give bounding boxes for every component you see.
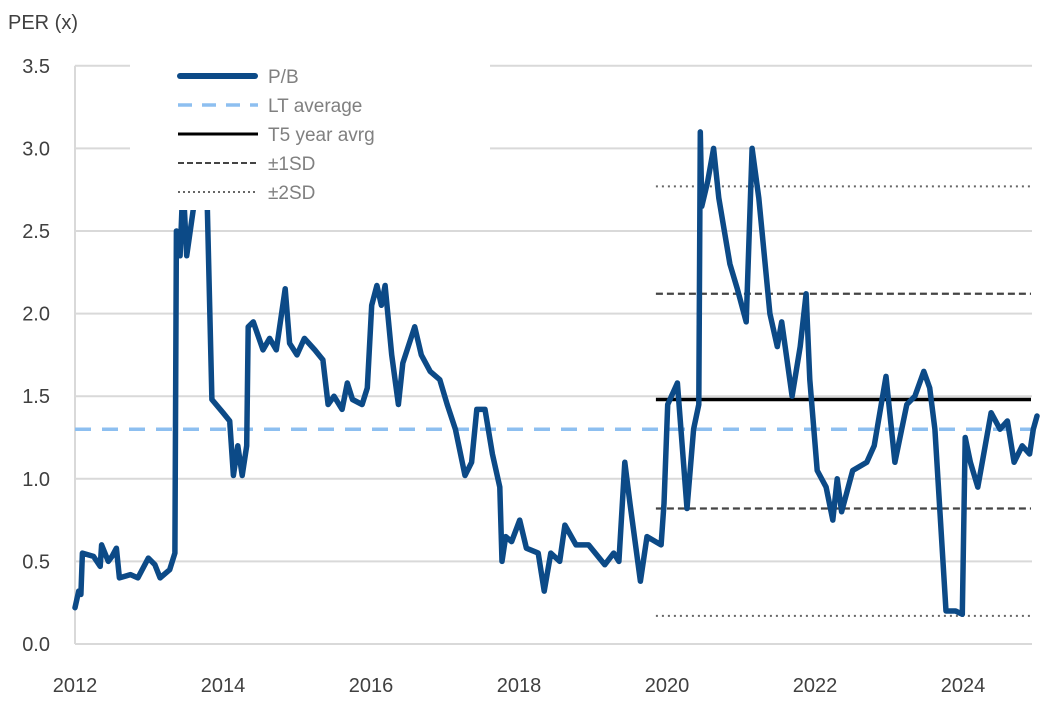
y-tick-label: 2.5 — [22, 221, 50, 243]
x-tick-labels: 2012 2014 2016 2018 2020 2022 2024 — [53, 675, 986, 697]
x-tick-label: 2016 — [349, 675, 394, 697]
x-tick-label: 2014 — [201, 675, 246, 697]
legend-label-lt: LT average — [268, 96, 362, 117]
y-tick-label: 2.0 — [22, 304, 50, 326]
y-tick-labels: 0.0 0.5 1.0 1.5 2.0 2.5 3.0 3.5 — [22, 56, 50, 656]
legend: P/B LT average T5 year avrg ±1SD ±2SD — [130, 58, 490, 210]
y-axis-title: PER (x) — [8, 12, 78, 34]
x-tick-label: 2020 — [645, 675, 690, 697]
x-tick-label: 2024 — [941, 675, 986, 697]
y-tick-label: 3.0 — [22, 138, 50, 160]
y-tick-label: 1.0 — [22, 469, 50, 491]
y-tick-label: 0.0 — [22, 634, 50, 656]
y-tick-label: 0.5 — [22, 551, 50, 573]
x-tick-label: 2022 — [793, 675, 838, 697]
gridlines — [74, 64, 1032, 645]
y-tick-label: 3.5 — [22, 56, 50, 78]
y-tick-label: 1.5 — [22, 386, 50, 408]
legend-label-t5: T5 year avrg — [268, 125, 375, 146]
x-tick-label: 2012 — [53, 675, 98, 697]
legend-label-2sd: ±2SD — [268, 183, 315, 204]
x-tick-label: 2018 — [497, 675, 542, 697]
legend-label-1sd: ±1SD — [268, 154, 315, 175]
legend-label-pb: P/B — [268, 67, 299, 88]
